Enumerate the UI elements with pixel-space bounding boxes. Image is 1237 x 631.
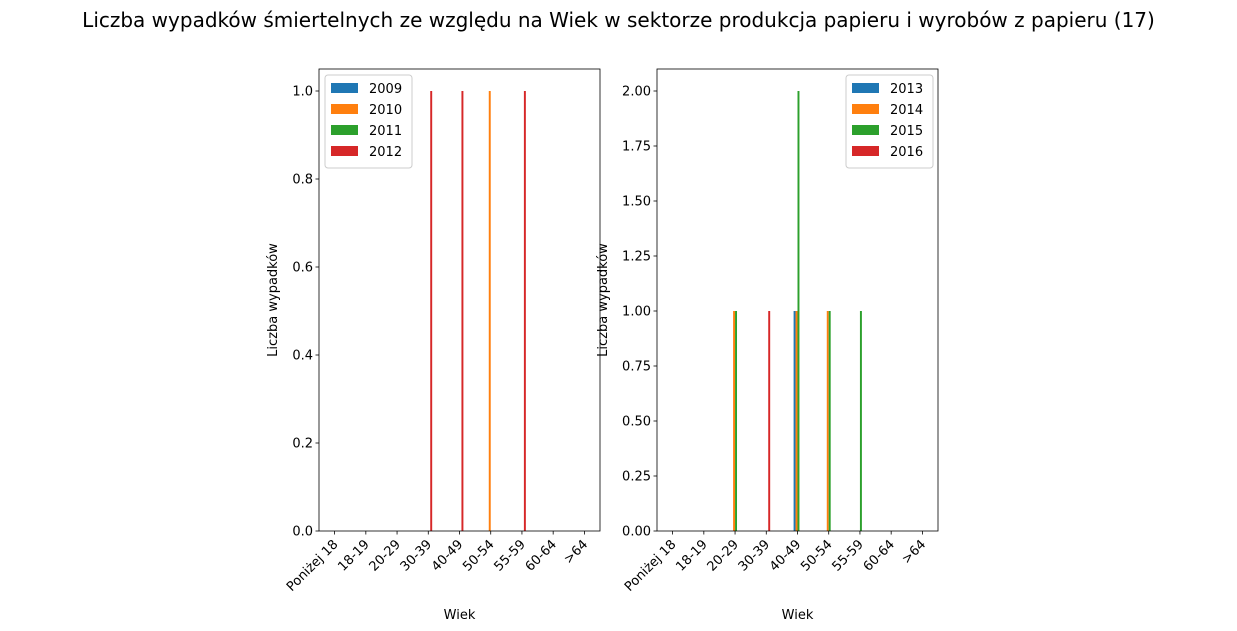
legend-swatch [331,104,358,114]
x-tick-label: 55-59 [491,537,528,574]
legend-swatch [852,146,879,156]
x-tick-label: 50-54 [798,537,835,574]
legend-box [845,74,934,169]
y-tick-label: 1.50 [622,195,651,210]
x-tick-label: 18-19 [673,537,710,574]
y-tick-label: 0.00 [622,525,651,540]
x-tick-label: 40-49 [767,537,804,574]
y-tick-label: 1.25 [622,250,651,265]
legend-label: 2015 [890,124,923,139]
x-axis-label: Wiek [444,608,476,623]
bar [733,311,736,531]
y-tick-label: 0.2 [292,437,313,452]
x-tick-label: 60-64 [523,537,560,574]
figure-title: Liczba wypadków śmiertelnych ze względu … [82,8,1155,32]
legend-label: 2014 [890,103,923,118]
chart-panel-2: 0.00 0.25 0.50 0.75 1.00 1.25 1.50 1.75 2.00 Poni… [596,68,939,623]
y-tick-label: 2.00 [622,85,651,100]
y-axis-label: Liczba wypadków [596,243,611,357]
legend-swatch [331,125,358,135]
legend-swatch [331,146,358,156]
x-tick-label: Poniżej 18 [284,537,341,594]
y-axis-label: Liczba wypadków [266,243,281,357]
legend-label: 2016 [890,145,923,160]
legend-label: 2013 [890,82,923,97]
y-tick-label: 0.75 [622,360,651,375]
legend: 2013 2014 2015 2016 [845,74,934,169]
y-tick-label: 1.00 [622,305,651,320]
legend: 2009 2010 2011 2012 [324,74,413,169]
x-tick-label: >64 [561,537,591,567]
x-tick-label: 20-29 [367,537,404,574]
bar [793,311,796,531]
y-tick-label: 0.25 [622,470,651,485]
x-tick-label: >64 [899,537,929,567]
bar [488,91,491,531]
x-tick-label: 18-19 [335,537,372,574]
bar [430,91,433,531]
legend-swatch [331,83,358,93]
x-tick-label: 20-29 [705,537,742,574]
bar [859,311,862,531]
bar [461,91,464,531]
bar [795,311,798,531]
y-tick-label: 0.8 [292,173,313,188]
legend-label: 2010 [369,103,402,118]
bar [768,311,771,531]
y-tick-label: 1.75 [622,140,651,155]
legend-label: 2011 [369,124,402,139]
bar [828,311,831,531]
x-tick-label: 60-64 [861,537,898,574]
y-tick-label: 1.0 [292,85,313,100]
x-tick-label: 55-59 [829,537,866,574]
x-tick-label: Poniżej 18 [622,537,679,594]
y-tick-label: 0.0 [292,525,313,540]
y-tick-label: 0.50 [622,415,651,430]
x-tick-label: 30-39 [398,537,435,574]
bar [523,91,526,531]
bar [797,91,800,531]
bar [735,311,738,531]
x-tick-label: 50-54 [460,537,497,574]
legend-label: 2012 [369,145,402,160]
x-tick-label: 40-49 [429,537,466,574]
legend-swatch [852,83,879,93]
bar [826,311,829,531]
x-axis-label: Wiek [782,608,814,623]
y-tick-label: 0.4 [292,349,313,364]
x-tick-label: 30-39 [736,537,773,574]
chart-panel-1: 0.0 0.2 0.4 0.6 0.8 1.0 Poniżej 1818-1920-2930… [266,68,601,623]
legend-label: 2009 [369,82,402,97]
legend-swatch [852,104,879,114]
legend-box [324,74,413,169]
legend-swatch [852,125,879,135]
y-tick-label: 0.6 [292,261,313,276]
